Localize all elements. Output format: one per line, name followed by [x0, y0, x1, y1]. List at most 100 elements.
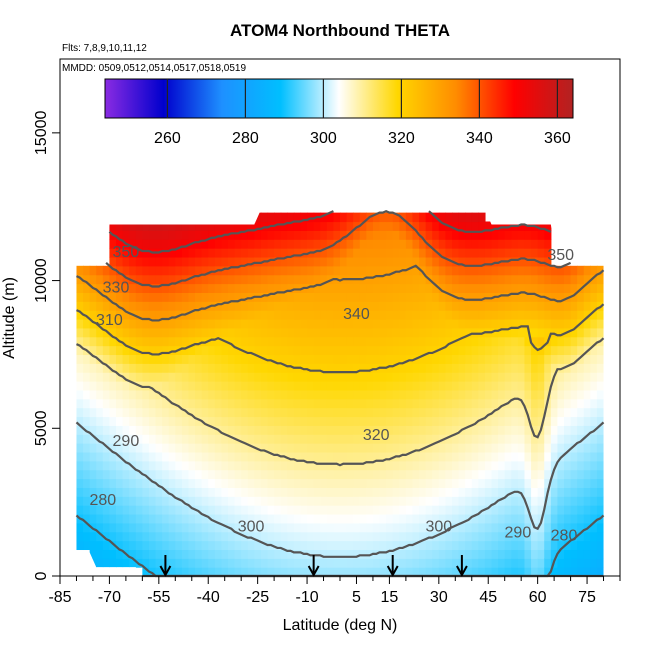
theta-cell	[386, 327, 394, 338]
theta-cell	[116, 389, 124, 400]
theta-cell	[96, 381, 104, 391]
theta-cell	[300, 522, 308, 533]
theta-cell	[465, 372, 473, 382]
theta-cell	[484, 434, 493, 444]
theta-cell	[386, 531, 394, 542]
contour-label: 350	[547, 247, 574, 264]
theta-cell	[359, 310, 367, 320]
theta-cell	[181, 425, 190, 435]
theta-cell	[135, 363, 143, 373]
theta-cell	[228, 239, 236, 249]
theta-cell	[195, 549, 203, 559]
theta-cell	[419, 398, 427, 409]
theta-cell	[577, 398, 585, 409]
theta-cell	[432, 425, 440, 435]
theta-cell	[326, 416, 335, 426]
theta-cell	[590, 327, 598, 338]
theta-cell	[280, 336, 288, 347]
theta-cell	[537, 372, 545, 382]
theta-cell	[326, 318, 335, 329]
theta-cell	[254, 540, 262, 551]
theta-cell	[372, 292, 381, 302]
theta-cell	[313, 425, 321, 435]
theta-cell	[116, 372, 124, 382]
theta-cell	[340, 496, 348, 506]
theta-cell	[234, 292, 242, 302]
theta-cell	[214, 363, 223, 373]
theta-cell	[241, 443, 249, 453]
theta-cell	[148, 292, 157, 302]
theta-cell	[89, 274, 97, 285]
theta-cell	[274, 212, 282, 223]
theta-cell	[557, 265, 565, 276]
theta-cell	[372, 522, 381, 533]
theta-cell	[241, 416, 249, 426]
theta-cell	[300, 478, 308, 488]
theta-cell	[142, 363, 150, 373]
theta-cell	[445, 407, 453, 418]
theta-cell	[102, 283, 111, 293]
theta-cell	[491, 451, 499, 462]
theta-cell	[372, 505, 381, 515]
theta-cell	[234, 451, 242, 462]
theta-cell	[155, 407, 163, 418]
theta-cell	[320, 274, 328, 285]
theta-cell	[340, 549, 348, 559]
theta-cell	[274, 327, 282, 338]
theta-cell	[340, 487, 348, 497]
theta-cell	[340, 443, 348, 453]
theta-cell	[366, 265, 374, 276]
theta-cell	[366, 256, 374, 267]
theta-cell	[425, 496, 433, 506]
theta-cell	[234, 416, 242, 426]
theta-cell	[162, 230, 170, 240]
theta-cell	[83, 398, 91, 409]
theta-cell	[76, 443, 84, 453]
theta-cell	[458, 292, 466, 302]
theta-cell	[570, 407, 578, 418]
theta-cell	[267, 230, 275, 240]
theta-cell	[116, 256, 124, 267]
theta-cell	[195, 443, 203, 453]
theta-cell	[419, 292, 427, 302]
theta-cell	[228, 407, 236, 418]
theta-cell	[491, 567, 499, 576]
theta-cell	[208, 239, 216, 249]
theta-cell	[76, 425, 84, 435]
theta-cell	[129, 513, 137, 524]
theta-cell	[247, 327, 255, 338]
theta-cell	[181, 434, 190, 444]
theta-cell	[102, 469, 111, 480]
theta-cell	[386, 540, 394, 551]
theta-cell	[148, 478, 157, 488]
theta-cell	[307, 398, 315, 409]
theta-cell	[386, 416, 394, 426]
theta-cell	[313, 221, 321, 231]
theta-cell	[162, 336, 170, 347]
theta-cell	[465, 327, 473, 338]
theta-cell	[260, 398, 269, 409]
theta-cell	[458, 469, 466, 480]
theta-cell	[596, 354, 604, 364]
theta-cell	[399, 505, 407, 515]
theta-cell	[148, 558, 157, 568]
theta-cell	[241, 230, 249, 240]
theta-cell	[392, 354, 400, 364]
theta-cell	[471, 478, 479, 488]
theta-cell	[155, 460, 163, 471]
theta-cell	[372, 451, 381, 462]
theta-cell	[135, 301, 143, 311]
theta-cell	[452, 531, 460, 542]
theta-cell	[478, 256, 486, 267]
theta-cell	[458, 256, 466, 267]
theta-cell	[544, 274, 552, 285]
theta-cell	[175, 540, 183, 551]
theta-cell	[102, 425, 111, 435]
theta-cell	[458, 212, 466, 223]
theta-cell	[96, 434, 104, 444]
theta-cell	[247, 425, 255, 435]
theta-cell	[247, 513, 255, 524]
theta-cell	[122, 513, 130, 524]
theta-cell	[425, 256, 433, 267]
theta-cell	[564, 469, 572, 480]
